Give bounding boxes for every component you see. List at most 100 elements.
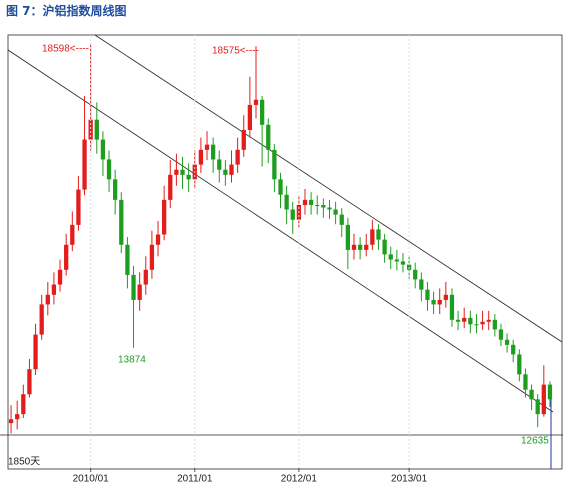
candle-body bbox=[492, 319, 497, 330]
candle-body bbox=[284, 194, 289, 210]
candle-body bbox=[364, 244, 369, 250]
candle-body bbox=[333, 209, 338, 215]
candle-body bbox=[382, 239, 387, 255]
annotation: 12635 bbox=[521, 436, 549, 447]
candle-body bbox=[223, 169, 228, 175]
candle-body bbox=[345, 224, 351, 250]
candle-body bbox=[88, 119, 93, 140]
candle-body bbox=[125, 244, 130, 275]
candle-body bbox=[394, 259, 399, 262]
candle-body bbox=[39, 304, 44, 335]
trend-line bbox=[94, 34, 563, 343]
x-tick-label: 2012/01 bbox=[281, 474, 318, 485]
candle-body bbox=[198, 149, 204, 165]
candle-body bbox=[517, 354, 522, 375]
candle-body bbox=[253, 99, 259, 105]
candle-body bbox=[302, 199, 308, 205]
candle-body bbox=[27, 369, 32, 395]
plot-frame bbox=[7, 34, 563, 470]
candle-body bbox=[449, 294, 455, 320]
candle-body bbox=[425, 289, 430, 300]
candle-body bbox=[480, 321, 485, 325]
candle-body bbox=[529, 389, 534, 400]
candle-body bbox=[21, 394, 26, 415]
candle-body bbox=[33, 334, 38, 370]
candle-body bbox=[113, 179, 118, 200]
candle-body bbox=[419, 279, 424, 290]
candle-body bbox=[278, 179, 283, 195]
candle-body bbox=[168, 174, 173, 200]
candle-body bbox=[51, 284, 57, 295]
candle-body bbox=[76, 189, 81, 225]
candle-body bbox=[131, 274, 136, 300]
annotation: 1850天 bbox=[8, 457, 40, 468]
candle-body bbox=[266, 124, 271, 150]
candle-body bbox=[186, 174, 191, 180]
candle-body bbox=[339, 214, 344, 225]
candle-body bbox=[149, 244, 155, 270]
x-tick-label: 2011/01 bbox=[177, 474, 213, 485]
candle-body bbox=[174, 169, 179, 175]
candle-body bbox=[315, 204, 320, 206]
candle-body bbox=[474, 324, 479, 326]
candle-body bbox=[241, 129, 246, 150]
candle-body bbox=[504, 339, 510, 345]
candle-body bbox=[541, 384, 546, 415]
candle-body bbox=[413, 269, 418, 280]
candle-body bbox=[8, 419, 14, 424]
channel-lines bbox=[0, 34, 563, 469]
candle-body bbox=[180, 169, 185, 175]
candle-body bbox=[155, 234, 161, 245]
candle-body bbox=[547, 384, 553, 400]
candle-body bbox=[468, 317, 473, 325]
candle-body bbox=[498, 329, 504, 340]
candle-body bbox=[162, 199, 167, 235]
candle-body bbox=[431, 299, 436, 305]
candle-body bbox=[455, 319, 461, 322]
candle-body bbox=[235, 149, 240, 165]
candle-body bbox=[351, 244, 357, 250]
candle-body bbox=[82, 139, 87, 190]
candle-body bbox=[204, 144, 210, 150]
candle-body bbox=[94, 119, 99, 140]
candle-body bbox=[321, 204, 326, 208]
candle-body bbox=[272, 149, 277, 180]
candle-body bbox=[57, 269, 63, 285]
candle-body bbox=[308, 199, 314, 205]
candle-body bbox=[535, 399, 540, 415]
annotation: 13874 bbox=[118, 355, 146, 366]
candle-body bbox=[217, 159, 222, 170]
candle-body bbox=[511, 344, 516, 355]
candle-body bbox=[45, 294, 50, 305]
candle-body bbox=[327, 207, 332, 210]
candle-body bbox=[290, 209, 295, 220]
x-tick-label: 2013/01 bbox=[391, 474, 428, 485]
x-tick-label: 2010/01 bbox=[73, 474, 110, 485]
candle-body bbox=[388, 254, 393, 260]
candle-body bbox=[143, 269, 148, 285]
candle-body bbox=[137, 284, 142, 300]
candle-body bbox=[70, 224, 75, 245]
figure-title: 图 7：沪铝指数周线图 bbox=[6, 4, 127, 18]
candle-body bbox=[486, 319, 491, 322]
trend-line bbox=[7, 49, 554, 413]
candle-body bbox=[259, 99, 265, 125]
candle-body bbox=[400, 261, 406, 265]
candle-body bbox=[357, 244, 363, 250]
candle-body bbox=[462, 317, 467, 322]
candle-body bbox=[106, 159, 112, 180]
annotation: 18598<---- bbox=[42, 44, 89, 55]
candle-body bbox=[229, 164, 234, 175]
candle-body bbox=[210, 144, 216, 160]
candle-body bbox=[376, 229, 381, 240]
candle-body bbox=[15, 414, 20, 420]
annotation: 18575<---- bbox=[212, 46, 259, 57]
candle-body bbox=[370, 229, 375, 245]
candle-body bbox=[523, 374, 528, 390]
candle-body bbox=[437, 299, 442, 305]
candle-body bbox=[443, 294, 448, 300]
candle-body bbox=[64, 244, 69, 270]
candle-body bbox=[100, 139, 106, 160]
